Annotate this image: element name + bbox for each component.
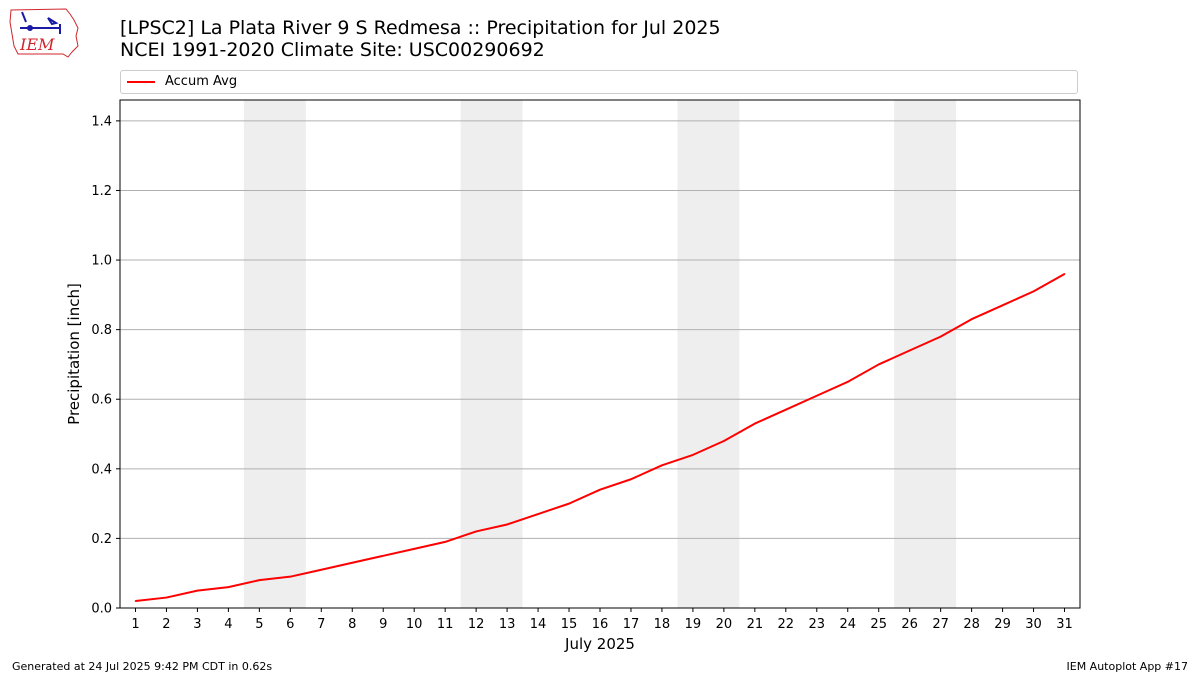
data-point (754, 422, 756, 425)
x-tick-label: 12 (468, 617, 485, 632)
x-tick-label: 11 (437, 617, 454, 632)
weekend-band-2 (460, 100, 523, 608)
x-tick-label: 6 (286, 617, 294, 632)
x-tick-label: 31 (1056, 617, 1073, 632)
y-tick-label: 0.4 (91, 462, 112, 477)
data-point (413, 548, 415, 550)
data-point (877, 363, 880, 366)
data-point (723, 440, 725, 442)
data-point (258, 579, 261, 581)
y-axis-label: Precipitation [inch] (65, 283, 83, 425)
weekend-band-1 (243, 100, 306, 608)
x-tick-label: 18 (654, 617, 671, 632)
data-point (785, 408, 787, 411)
x-tick-label: 21 (747, 617, 764, 632)
x-tick-label: 20 (716, 617, 733, 632)
chart-title: [LPSC2] La Plata River 9 S Redmesa :: Pr… (120, 17, 721, 39)
x-tick-label: 23 (809, 617, 826, 632)
data-point (692, 454, 694, 456)
x-tick-label: 4 (224, 617, 232, 632)
plot-area-frame (119, 99, 1081, 609)
x-tick-label: 14 (530, 617, 547, 632)
x-axis-label: July 2025 (564, 635, 635, 653)
x-tick-label: 9 (379, 617, 387, 632)
weekend-band-3 (677, 100, 740, 608)
data-point (227, 586, 230, 588)
legend-swatch-accum-avg (127, 81, 155, 83)
data-point (815, 394, 818, 397)
data-point (537, 513, 539, 515)
legend: Accum Avg (120, 70, 1078, 94)
x-tick-label: 8 (348, 617, 356, 632)
data-point (165, 596, 168, 599)
x-tick-label: 3 (193, 617, 201, 632)
data-point (134, 600, 137, 602)
chart-subtitle: NCEI 1991-2020 Climate Site: USC00290692 (120, 39, 545, 61)
data-point (970, 318, 973, 321)
y-tick-label: 0.0 (91, 602, 112, 617)
y-tick-label: 0.8 (91, 323, 112, 338)
x-tick-label: 13 (499, 617, 516, 632)
generated-timestamp: Generated at 24 Jul 2025 9:42 PM CDT in … (12, 660, 273, 673)
y-tick-label: 0.2 (91, 532, 112, 547)
x-tick-label: 5 (255, 617, 263, 632)
x-tick-label: 1 (131, 617, 139, 632)
wind-vane-icon (20, 11, 61, 34)
data-point (351, 561, 354, 564)
x-tick-label: 24 (839, 617, 856, 632)
station-dot-icon (27, 25, 33, 31)
x-tick-label: 27 (932, 617, 949, 632)
data-point (289, 575, 292, 578)
x-tick-label: 10 (406, 617, 423, 632)
data-point (1032, 290, 1035, 293)
weekend-band-4 (894, 100, 957, 608)
data-point (599, 488, 601, 491)
y-tick-label: 0.6 (91, 393, 112, 408)
logo-text: IEM (19, 35, 55, 54)
y-tick-label: 1.4 (91, 114, 112, 129)
x-tick-label: 7 (317, 617, 325, 632)
data-point (444, 541, 446, 543)
x-tick-label: 16 (592, 617, 609, 632)
x-tick-label: 28 (963, 617, 980, 632)
legend-label-accum-avg: Accum Avg (165, 74, 238, 89)
data-point (506, 523, 508, 526)
y-tick-label: 1.2 (91, 184, 112, 199)
data-point (382, 555, 385, 557)
x-tick-label: 19 (685, 617, 702, 632)
y-tick-label: 1.0 (91, 254, 112, 269)
x-tick-label: 26 (901, 617, 918, 632)
x-tick-label: 25 (870, 617, 887, 632)
data-point (568, 502, 570, 505)
x-tick-label: 29 (994, 617, 1011, 632)
data-point (939, 335, 942, 338)
iem-logo: IEM (9, 8, 79, 58)
x-tick-label: 15 (561, 617, 578, 632)
data-point (846, 381, 849, 383)
data-point (196, 589, 199, 592)
data-point (320, 568, 323, 571)
data-point (661, 464, 663, 467)
data-point (475, 530, 477, 533)
data-point (908, 349, 911, 352)
iowa-state-outline (9, 8, 79, 58)
x-tick-label: 30 (1025, 617, 1042, 632)
x-tick-label: 17 (623, 617, 640, 632)
x-tick-label: 2 (162, 617, 170, 632)
x-tick-label: 22 (778, 617, 795, 632)
data-point (1001, 304, 1004, 307)
app-credit: IEM Autoplot App #17 (1066, 660, 1189, 673)
data-point (630, 478, 632, 481)
data-point (1063, 273, 1066, 275)
